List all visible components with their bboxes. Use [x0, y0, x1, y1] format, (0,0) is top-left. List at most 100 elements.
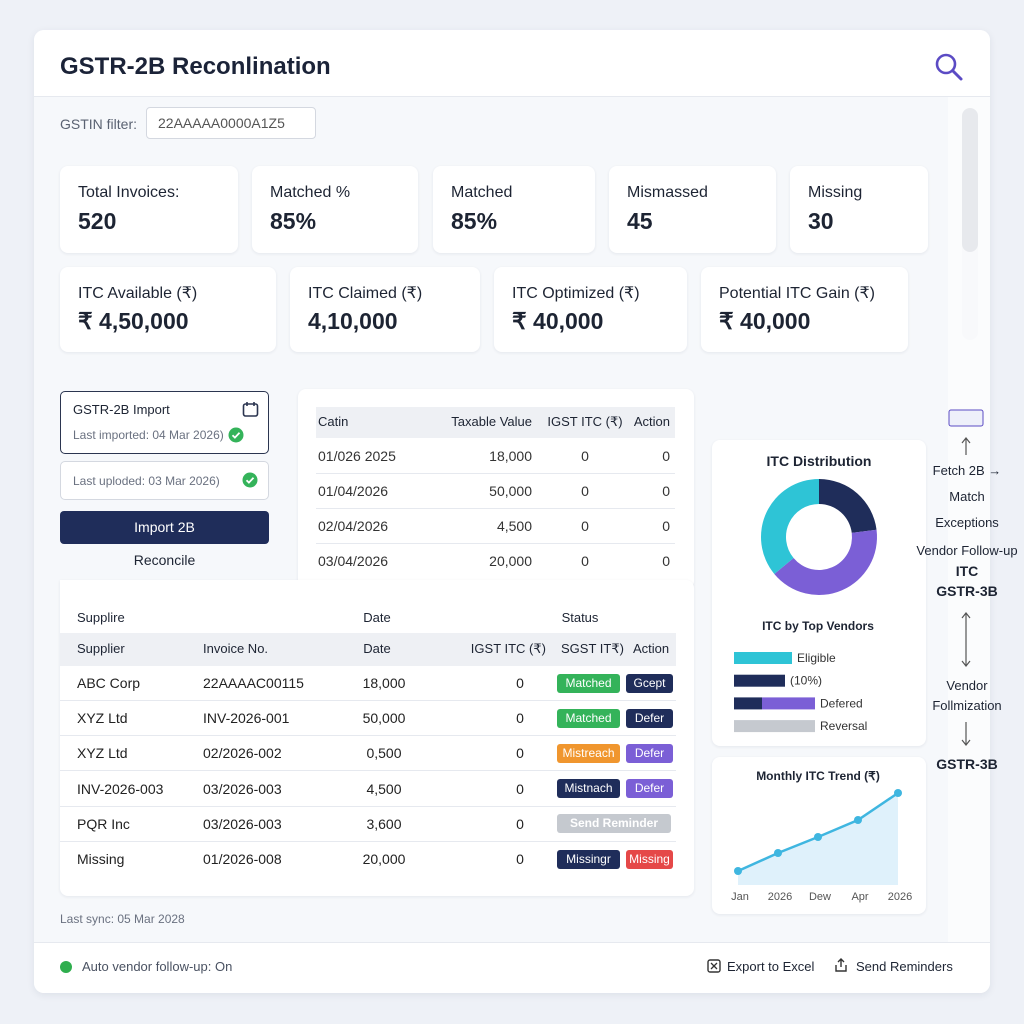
- action-badge[interactable]: Defer: [626, 743, 673, 763]
- action-badge[interactable]: Gcept: [626, 673, 673, 693]
- date-table-cell: 03/04/2026: [318, 553, 389, 569]
- gstin-input[interactable]: 22AAAAA0000A1Z5: [146, 107, 316, 139]
- reminders-button[interactable]: Send Reminders: [856, 959, 953, 974]
- invoice-cell: 0: [516, 815, 524, 832]
- check-icon: [242, 472, 258, 488]
- itc-value: 4,10,000: [308, 308, 398, 334]
- row-divider: [60, 805, 676, 807]
- invoice-cell: 0: [516, 710, 524, 727]
- invoice-cell: 4,500: [366, 780, 402, 797]
- date-table-cell: 0: [581, 483, 589, 499]
- status-badge[interactable]: Send Reminder: [557, 814, 671, 834]
- invoice-cell: PQR Inc: [77, 815, 130, 832]
- kpi-label: Total Invoices:: [78, 184, 180, 201]
- filter-label: GSTIN filter:: [60, 116, 138, 132]
- status-badge[interactable]: Mistnach: [557, 779, 620, 799]
- kpi-value: 85%: [451, 208, 498, 234]
- date-table-heading: Taxable Value: [451, 414, 532, 429]
- header: [34, 30, 990, 97]
- date-table-cell: 01/026 2025: [318, 448, 396, 464]
- invoice-cell: 3,600: [366, 815, 402, 832]
- invoice-table-header: [60, 633, 676, 666]
- date-table-cell: 4,500: [496, 518, 532, 534]
- status-badge[interactable]: Matched: [557, 708, 620, 728]
- invoice-heading: Supplier: [77, 641, 125, 656]
- itc-label: ITC Available (₹): [78, 285, 198, 302]
- kpi-card: [790, 166, 928, 253]
- kpi-label: Mismassed: [627, 184, 708, 201]
- itc-label: ITC Claimed (₹): [308, 285, 423, 302]
- kpi-card: [433, 166, 595, 253]
- row-divider: [316, 543, 675, 544]
- action-badge[interactable]: Defer: [626, 779, 673, 799]
- kpi-value: 45: [627, 208, 653, 234]
- group-heading: Status: [561, 610, 599, 625]
- date-table-cell: 0: [581, 448, 589, 464]
- invoice-cell: XYZ Ltd: [77, 745, 128, 762]
- search-icon[interactable]: [934, 52, 964, 82]
- invoice-cell: 18,000: [362, 675, 406, 691]
- row-divider: [316, 473, 675, 474]
- itc-label: ITC Optimized (₹): [512, 285, 640, 302]
- date-table-cell: 02/04/2026: [318, 518, 389, 534]
- kpi-label: Matched: [451, 184, 513, 201]
- status-badge[interactable]: Missingr: [557, 849, 620, 869]
- date-table-cell: 20,000: [489, 553, 532, 569]
- date-table-header: [316, 407, 675, 438]
- invoice-heading: SGST IT₹): [561, 641, 624, 656]
- distribution-card: [712, 440, 926, 746]
- kpi-value: 520: [78, 208, 117, 234]
- invoice-cell: 0,500: [366, 745, 402, 762]
- excel-icon: [707, 959, 721, 973]
- status-badge[interactable]: Matched: [557, 673, 620, 693]
- footer: [34, 942, 990, 993]
- auto-followup: Auto vendor follow-up: On: [82, 959, 233, 974]
- date-table-heading: Action: [633, 414, 670, 429]
- export-button[interactable]: Export to Excel: [727, 959, 815, 974]
- date-table-cell: 0: [581, 518, 589, 534]
- date-table-cell: 50,000: [489, 483, 532, 499]
- invoice-cell: 22AAAAC00115: [203, 675, 304, 691]
- row-divider: [60, 735, 676, 737]
- invoice-cell: 0: [516, 675, 524, 691]
- row-divider: [316, 508, 675, 509]
- last-imported: Last imported: 04 Mar 2026): [73, 428, 224, 442]
- itc-card: [290, 267, 480, 352]
- invoice-cell: 50,000: [362, 710, 406, 727]
- invoice-cell: 0: [516, 745, 524, 762]
- invoice-cell: ABC Corp: [77, 675, 141, 691]
- invoice-heading: Invoice No.: [203, 641, 269, 656]
- invoice-cell: 0: [516, 780, 524, 797]
- action-badge[interactable]: Defer: [626, 708, 673, 728]
- date-table-heading: Catin: [318, 414, 349, 429]
- invoice-heading: Action: [633, 641, 670, 656]
- date-table-cell: 0: [662, 448, 670, 464]
- row-divider: [60, 840, 676, 842]
- upload-card: [60, 461, 269, 500]
- invoice-cell: 03/2026-003: [203, 815, 282, 832]
- invoice-heading: Date: [363, 641, 391, 656]
- date-table-cell: 01/04/2026: [318, 483, 389, 499]
- kpi-value: 30: [808, 208, 834, 234]
- last-sync: Last sync: 05 Mar 2028: [60, 912, 185, 926]
- date-table-cell: 0: [662, 483, 670, 499]
- invoice-cell: 20,000: [362, 851, 406, 867]
- row-divider: [60, 700, 676, 701]
- invoice-cell: 02/2026-002: [203, 745, 282, 762]
- status-badge[interactable]: Mistreach: [557, 743, 620, 763]
- invoice-cell: 0: [516, 851, 524, 867]
- kpi-label: Matched %: [270, 184, 351, 201]
- invoice-cell: INV-2026-001: [203, 710, 290, 727]
- kpi-card: [60, 166, 238, 253]
- invoice-cell: 03/2026-003: [203, 780, 282, 797]
- import-button[interactable]: Import 2B: [60, 511, 269, 544]
- calendar-icon: [242, 402, 259, 417]
- group-heading: Supplire: [77, 610, 125, 625]
- group-heading: Date: [363, 610, 391, 625]
- date-table-cell: 0: [581, 553, 589, 569]
- invoice-cell: XYZ Ltd: [77, 710, 128, 727]
- reconcile-link[interactable]: Reconcile: [133, 552, 196, 568]
- action-badge[interactable]: Missing: [626, 849, 673, 869]
- kpi-card: [252, 166, 418, 253]
